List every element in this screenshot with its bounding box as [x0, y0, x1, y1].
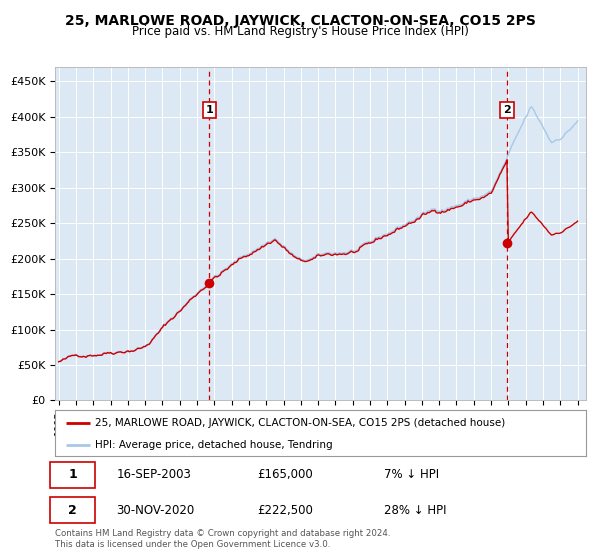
- FancyBboxPatch shape: [50, 497, 95, 523]
- Text: Contains HM Land Registry data © Crown copyright and database right 2024.
This d: Contains HM Land Registry data © Crown c…: [55, 529, 391, 549]
- Text: 28% ↓ HPI: 28% ↓ HPI: [385, 504, 447, 517]
- Text: £222,500: £222,500: [257, 504, 313, 517]
- Text: Price paid vs. HM Land Registry's House Price Index (HPI): Price paid vs. HM Land Registry's House …: [131, 25, 469, 38]
- Text: 25, MARLOWE ROAD, JAYWICK, CLACTON-ON-SEA, CO15 2PS (detached house): 25, MARLOWE ROAD, JAYWICK, CLACTON-ON-SE…: [95, 418, 505, 428]
- FancyBboxPatch shape: [50, 462, 95, 488]
- Text: 1: 1: [68, 468, 77, 482]
- Text: 2: 2: [503, 105, 511, 115]
- Text: 16-SEP-2003: 16-SEP-2003: [116, 468, 191, 482]
- Text: £165,000: £165,000: [257, 468, 313, 482]
- Text: HPI: Average price, detached house, Tendring: HPI: Average price, detached house, Tend…: [95, 440, 332, 450]
- Text: 30-NOV-2020: 30-NOV-2020: [116, 504, 194, 517]
- Text: 7% ↓ HPI: 7% ↓ HPI: [385, 468, 440, 482]
- Text: 25, MARLOWE ROAD, JAYWICK, CLACTON-ON-SEA, CO15 2PS: 25, MARLOWE ROAD, JAYWICK, CLACTON-ON-SE…: [65, 14, 535, 28]
- Text: 2: 2: [68, 504, 77, 517]
- Text: 1: 1: [205, 105, 213, 115]
